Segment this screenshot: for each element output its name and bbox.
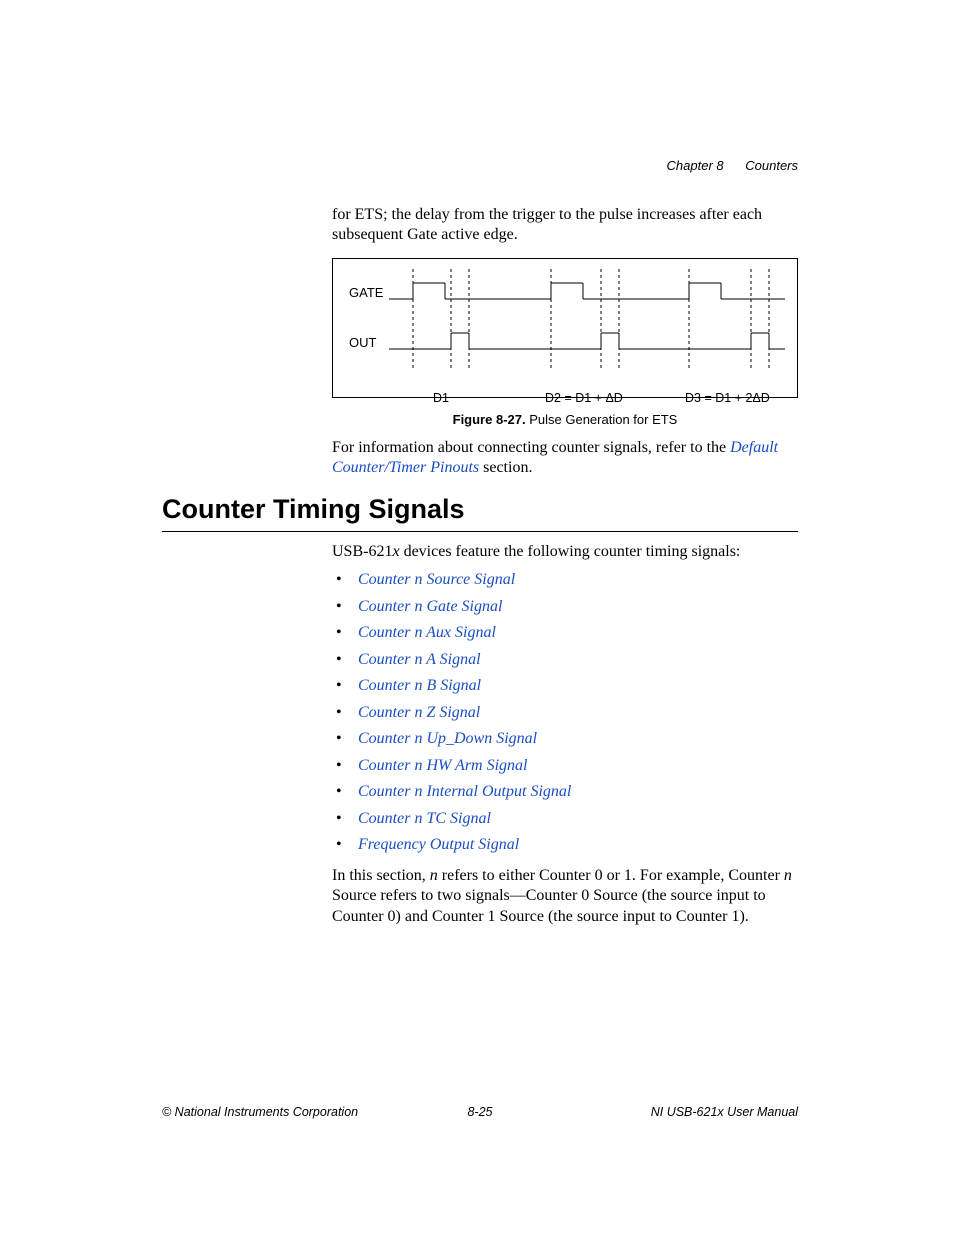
signal-list-item: Counter n Aux Signal (332, 623, 798, 643)
body-intro-var: x (392, 543, 399, 560)
figure-box: GATE OUT D1 D2 = D1 + ΔD D3 = D1 + 2ΔD (332, 258, 798, 398)
signal-link[interactable]: Counter n Up_Down Signal (358, 730, 537, 747)
closing-paragraph: In this section, n refers to either Coun… (332, 866, 798, 927)
closing-fragment: n (430, 867, 438, 884)
section-heading: Counter Timing Signals (162, 494, 798, 532)
timing-diagram-svg (333, 259, 799, 399)
signal-link[interactable]: Counter n Z Signal (358, 704, 480, 721)
delay-d2: D2 = D1 + ΔD (545, 391, 623, 405)
closing-fragment: In this section, (332, 867, 430, 884)
delay-d1: D1 (433, 391, 449, 405)
signal-list-item: Counter n B Signal (332, 676, 798, 696)
signal-list-item: Frequency Output Signal (332, 835, 798, 855)
closing-fragment: n (784, 867, 792, 884)
signal-link[interactable]: Counter n Source Signal (358, 571, 515, 588)
figure-caption-text: Pulse Generation for ETS (529, 412, 677, 427)
body-intro-pre: USB-621 (332, 543, 392, 560)
signal-link[interactable]: Counter n Internal Output Signal (358, 783, 571, 800)
figure-caption-number: Figure 8-27. (453, 412, 526, 427)
signal-link[interactable]: Counter n HW Arm Signal (358, 757, 527, 774)
signal-list-item: Counter n HW Arm Signal (332, 756, 798, 776)
closing-fragment: Source refers to two signals—Counter 0 S… (332, 887, 766, 924)
figure-8-27: GATE OUT D1 D2 = D1 + ΔD D3 = D1 + 2ΔD F… (332, 258, 798, 427)
signal-list-item: Counter n TC Signal (332, 809, 798, 829)
intro-paragraph: for ETS; the delay from the trigger to t… (332, 205, 796, 245)
after-fig-post: section. (479, 459, 532, 476)
signal-list-item: Counter n A Signal (332, 650, 798, 670)
signal-link[interactable]: Counter n A Signal (358, 651, 481, 668)
footer-right: NI USB-621x User Manual (651, 1105, 798, 1119)
page: Chapter 8 Counters for ETS; the delay fr… (0, 0, 954, 1235)
signal-link[interactable]: Counter n B Signal (358, 677, 481, 694)
signal-link[interactable]: Counter n Aux Signal (358, 624, 496, 641)
delay-d3: D3 = D1 + 2ΔD (685, 391, 770, 405)
signal-link[interactable]: Counter n TC Signal (358, 810, 491, 827)
section-body: USB-621x devices feature the following c… (332, 542, 798, 927)
after-figure-paragraph: For information about connecting counter… (332, 438, 798, 479)
header-title: Counters (745, 158, 798, 173)
after-fig-pre: For information about connecting counter… (332, 439, 730, 456)
body-intro: USB-621x devices feature the following c… (332, 542, 798, 562)
header-chapter: Chapter 8 (667, 158, 724, 173)
signal-list-item: Counter n Source Signal (332, 570, 798, 590)
signal-link[interactable]: Counter n Gate Signal (358, 598, 502, 615)
signal-list-item: Counter n Z Signal (332, 703, 798, 723)
closing-fragment: refers to either Counter 0 or 1. For exa… (438, 867, 784, 884)
signal-list: Counter n Source Signal Counter n Gate Si… (332, 570, 798, 855)
signal-list-item: Counter n Gate Signal (332, 597, 798, 617)
running-header: Chapter 8 Counters (667, 158, 798, 173)
signal-list-item: Counter n Up_Down Signal (332, 729, 798, 749)
body-intro-post: devices feature the following counter ti… (400, 543, 741, 560)
signal-link[interactable]: Frequency Output Signal (358, 836, 519, 853)
signal-list-item: Counter n Internal Output Signal (332, 782, 798, 802)
figure-caption: Figure 8-27. Pulse Generation for ETS (332, 412, 798, 427)
